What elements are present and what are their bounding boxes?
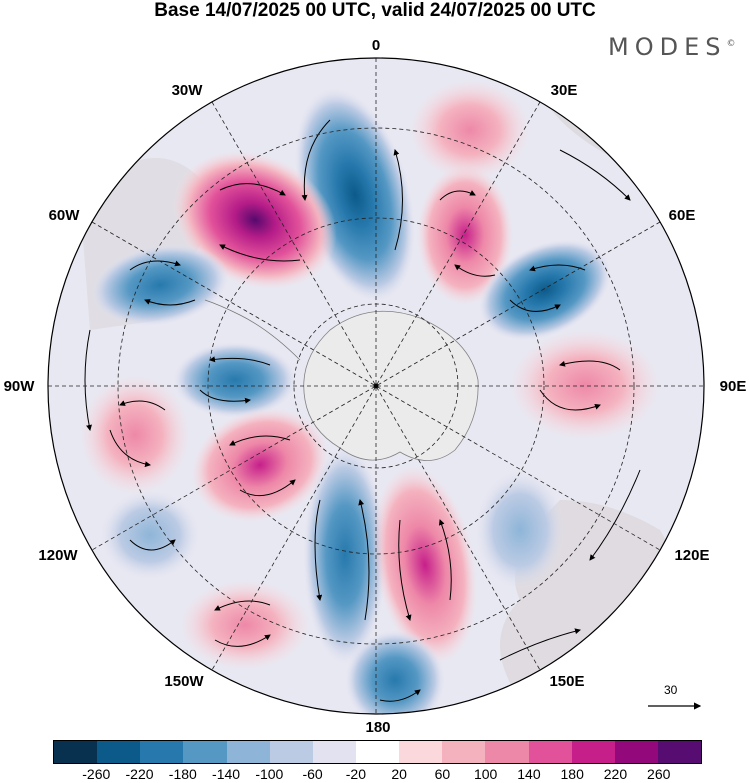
lon-label-150w: 150W bbox=[164, 673, 204, 690]
lon-label-90w: 90W bbox=[4, 378, 36, 395]
map-boundary bbox=[47, 57, 705, 715]
lon-label-30w: 30W bbox=[172, 82, 204, 99]
lon-label-0: 0 bbox=[372, 37, 380, 54]
colorbar-tick-label: 100 bbox=[473, 766, 498, 782]
lon-label-30e: 30E bbox=[551, 82, 578, 99]
colorbar-tick-label: -100 bbox=[255, 766, 284, 782]
lon-label-120w: 120W bbox=[38, 547, 78, 564]
colorbar-swatch bbox=[312, 741, 356, 763]
colorbar-tick-label: 180 bbox=[560, 766, 584, 782]
colorbar-swatch bbox=[657, 741, 702, 763]
colorbar-swatch bbox=[54, 741, 98, 763]
colorbar-swatch bbox=[442, 741, 486, 763]
colorbar-swatch bbox=[355, 741, 400, 763]
colorbar-tick-label: -260 bbox=[82, 766, 111, 782]
colorbar-swatch bbox=[614, 741, 658, 763]
colorbar-swatch bbox=[226, 741, 270, 763]
south-pole-marker bbox=[373, 383, 379, 389]
colorbar bbox=[53, 740, 702, 764]
colorbar-tick-label: 260 bbox=[647, 766, 671, 782]
colorbar-swatch bbox=[399, 741, 443, 763]
colorbar-tick-label: 60 bbox=[434, 766, 451, 782]
colorbar-tick-label: 20 bbox=[391, 766, 407, 782]
colorbar-tick-label: -20 bbox=[345, 766, 366, 782]
polar-map: 0 30E 60E 90E 120E 150E 180 150W 120W 90… bbox=[4, 37, 747, 736]
colorbar-tick-label: -140 bbox=[212, 766, 241, 782]
lon-label-90e: 90E bbox=[720, 378, 747, 395]
colorbar-swatch bbox=[528, 741, 572, 763]
copyright-mark: © bbox=[726, 39, 736, 49]
lon-label-60w: 60W bbox=[49, 207, 81, 224]
colorbar-swatch bbox=[97, 741, 141, 763]
colorbar-ticks: -260 -220 -180 -140 -100 -60 -20 20 60 100 140 180 2… bbox=[0, 766, 750, 783]
colorbar-tick-label: -60 bbox=[302, 766, 323, 782]
colorbar-swatch bbox=[269, 741, 313, 763]
colorbar-tick-label: -220 bbox=[125, 766, 154, 782]
modes-logo: MODES© bbox=[608, 33, 736, 61]
reference-vector-label: 30 bbox=[664, 683, 678, 697]
lon-label-180: 180 bbox=[365, 719, 390, 736]
colorbar-swatch bbox=[183, 741, 227, 763]
lon-label-150e: 150E bbox=[549, 673, 584, 690]
graticule bbox=[48, 58, 704, 714]
colorbar-tick-label: -180 bbox=[168, 766, 197, 782]
colorbar-swatch bbox=[571, 741, 615, 763]
lon-label-60e: 60E bbox=[669, 207, 696, 224]
colorbar-tick-label: 220 bbox=[603, 766, 628, 782]
colorbar-tick-label: 140 bbox=[517, 766, 541, 782]
lon-label-120e: 120E bbox=[674, 547, 709, 564]
colorbar-swatch bbox=[485, 741, 529, 763]
map-title: Base 14/07/2025 00 UTC, valid 24/07/2025… bbox=[154, 0, 596, 21]
colorbar-swatch bbox=[140, 741, 184, 763]
